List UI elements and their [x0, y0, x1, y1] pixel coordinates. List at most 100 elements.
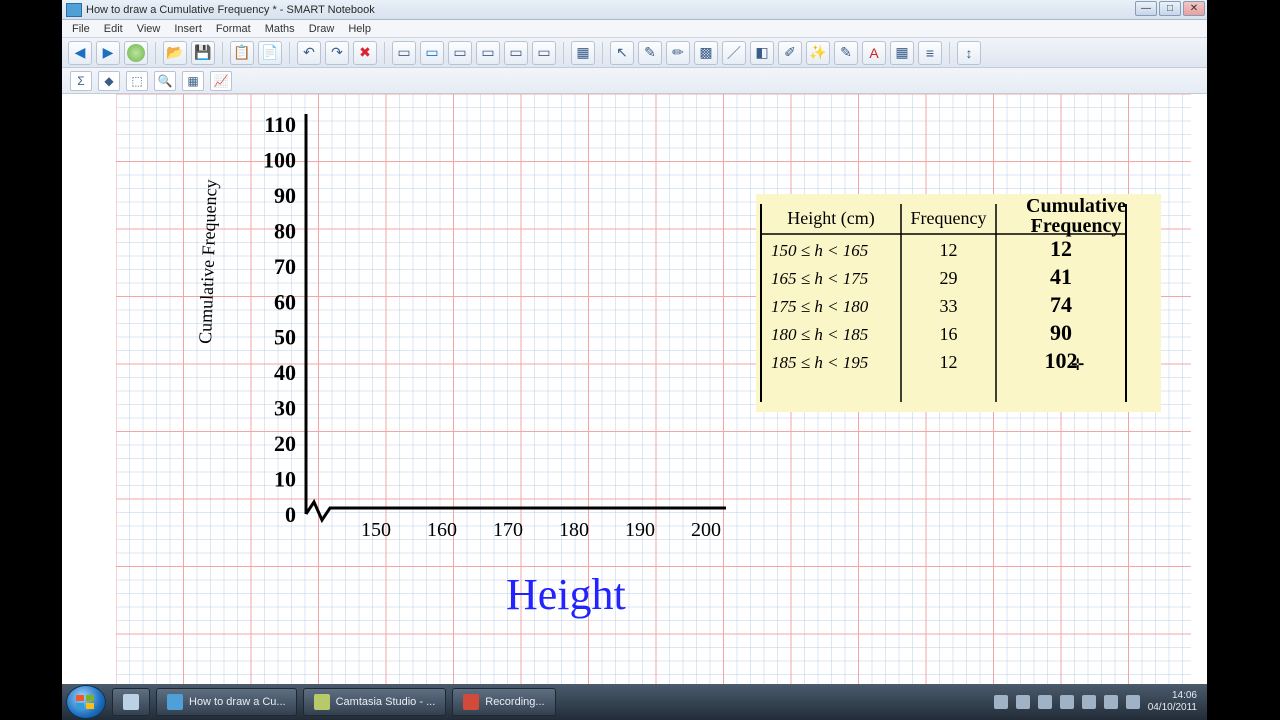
open-button[interactable]: 📂: [163, 41, 187, 65]
save-button[interactable]: 💾: [191, 41, 215, 65]
svg-text:Cumulative Frequency: Cumulative Frequency: [195, 179, 221, 344]
svg-text:40: 40: [274, 360, 296, 385]
main-toolbar: 📂 💾 📋 📄 ↶ ↷ ✖ ▭ ▭ ▭ ▭ ▭ ▭ ▦ ↖ ✎ ✏ ▩ ／ ◧ …: [62, 38, 1207, 68]
menu-maths[interactable]: Maths: [265, 23, 295, 35]
svg-text:33: 33: [940, 296, 958, 316]
menu-file[interactable]: File: [72, 23, 90, 35]
tray-icon[interactable]: [1016, 695, 1030, 709]
taskbar-item-explorer[interactable]: [112, 688, 150, 716]
title-bar[interactable]: How to draw a Cumulative Frequency * - S…: [62, 0, 1207, 20]
svg-text:150 ≤ h < 165: 150 ≤ h < 165: [771, 241, 868, 260]
screen4-button[interactable]: ▭: [476, 41, 500, 65]
minimize-button[interactable]: —: [1135, 1, 1157, 16]
tray-icon[interactable]: [1104, 695, 1118, 709]
taskbar-item-notebook[interactable]: How to draw a Cu...: [156, 688, 297, 716]
svg-text:50: 50: [274, 325, 296, 350]
svg-text:110: 110: [264, 112, 296, 137]
delete-button[interactable]: ✖: [353, 41, 377, 65]
menu-insert[interactable]: Insert: [174, 23, 202, 35]
tool4-button[interactable]: 🔍: [154, 71, 176, 91]
pen1-button[interactable]: ✎: [638, 41, 662, 65]
taskbar-item-recording[interactable]: Recording...: [452, 688, 555, 716]
svg-text:200: 200: [691, 519, 721, 541]
tool3-button[interactable]: ⬚: [126, 71, 148, 91]
screen5-button[interactable]: ▭: [504, 41, 528, 65]
svg-text:160: 160: [427, 519, 457, 541]
web-button[interactable]: [124, 41, 148, 65]
maximize-button[interactable]: □: [1159, 1, 1181, 16]
svg-text:175 ≤ h < 180: 175 ≤ h < 180: [771, 297, 869, 316]
menu-draw[interactable]: Draw: [309, 23, 335, 35]
svg-text:Frequency: Frequency: [911, 208, 987, 228]
clock[interactable]: 14:06 04/10/2011: [1148, 690, 1197, 714]
svg-text:41: 41: [1050, 264, 1072, 289]
copy-button[interactable]: 📄: [258, 41, 282, 65]
redo-button[interactable]: ↷: [325, 41, 349, 65]
svg-text:Height: Height: [506, 570, 626, 619]
tray-icon[interactable]: [1038, 695, 1052, 709]
screen1-button[interactable]: ▭: [392, 41, 416, 65]
svg-text:74: 74: [1050, 292, 1072, 317]
tool5-button[interactable]: ▦: [182, 71, 204, 91]
paste-button[interactable]: 📋: [230, 41, 254, 65]
table-button[interactable]: ▦: [571, 41, 595, 65]
svg-text:80: 80: [274, 218, 296, 243]
svg-text:Frequency: Frequency: [1031, 215, 1122, 237]
menu-format[interactable]: Format: [216, 23, 251, 35]
magic-pen-button[interactable]: ✨: [806, 41, 830, 65]
svg-text:16: 16: [940, 324, 958, 344]
move-toolbar-button[interactable]: ↕: [957, 41, 981, 65]
text-button[interactable]: A: [862, 41, 886, 65]
tray-icon[interactable]: [994, 695, 1008, 709]
stage: 0102030405060708090100110Cumulative Freq…: [62, 94, 1207, 684]
tool2-button[interactable]: ◆: [98, 71, 120, 91]
taskbar-item-camtasia[interactable]: Camtasia Studio - ...: [303, 688, 447, 716]
next-page-button[interactable]: [96, 41, 120, 65]
pointer-button[interactable]: ↖: [610, 41, 634, 65]
tray-icon[interactable]: [1082, 695, 1096, 709]
pen2-button[interactable]: ✏: [666, 41, 690, 65]
svg-text:100: 100: [263, 147, 296, 172]
svg-text:20: 20: [274, 431, 296, 456]
svg-text:185 ≤ h < 195: 185 ≤ h < 195: [771, 353, 868, 372]
tray-icon[interactable]: [1126, 695, 1140, 709]
taskbar: How to draw a Cu... Camtasia Studio - ..…: [62, 684, 1207, 720]
start-button[interactable]: [66, 685, 106, 719]
svg-text:165 ≤ h < 175: 165 ≤ h < 175: [771, 269, 868, 288]
screen3-button[interactable]: ▭: [448, 41, 472, 65]
chart-svg: 0102030405060708090100110Cumulative Freq…: [116, 94, 1191, 684]
svg-text:90: 90: [274, 183, 296, 208]
prev-page-button[interactable]: [68, 41, 92, 65]
secondary-toolbar: Σ ◆ ⬚ 🔍 ▦ 📈: [62, 68, 1207, 94]
eraser-button[interactable]: ◧: [750, 41, 774, 65]
creative-pen-button[interactable]: ✐: [778, 41, 802, 65]
menu-bar: File Edit View Insert Format Maths Draw …: [62, 20, 1207, 38]
screen6-button[interactable]: ▭: [532, 41, 556, 65]
close-button[interactable]: ✕: [1183, 1, 1205, 16]
screen2-button[interactable]: ▭: [420, 41, 444, 65]
tray-icon[interactable]: [1060, 695, 1074, 709]
system-tray[interactable]: 14:06 04/10/2011: [984, 690, 1207, 714]
app-window: How to draw a Cumulative Frequency * - S…: [62, 0, 1207, 684]
highlighter-button[interactable]: ▩: [694, 41, 718, 65]
undo-button[interactable]: ↶: [297, 41, 321, 65]
lines-button[interactable]: ≡: [918, 41, 942, 65]
window-title: How to draw a Cumulative Frequency * - S…: [86, 4, 375, 16]
canvas[interactable]: 0102030405060708090100110Cumulative Freq…: [116, 94, 1191, 684]
svg-text:190: 190: [625, 519, 655, 541]
svg-text:70: 70: [274, 254, 296, 279]
svg-text:29: 29: [940, 268, 958, 288]
svg-text:✛: ✛: [1071, 357, 1084, 374]
tool6-button[interactable]: 📈: [210, 71, 232, 91]
menu-view[interactable]: View: [137, 23, 161, 35]
svg-text:90: 90: [1050, 320, 1072, 345]
svg-text:10: 10: [274, 467, 296, 492]
line-button[interactable]: ／: [722, 41, 746, 65]
menu-help[interactable]: Help: [348, 23, 371, 35]
svg-text:12: 12: [940, 352, 958, 372]
fill-button[interactable]: ▦: [890, 41, 914, 65]
sigma-button[interactable]: Σ: [70, 71, 92, 91]
svg-text:60: 60: [274, 289, 296, 314]
shape-pen-button[interactable]: ✎: [834, 41, 858, 65]
menu-edit[interactable]: Edit: [104, 23, 123, 35]
